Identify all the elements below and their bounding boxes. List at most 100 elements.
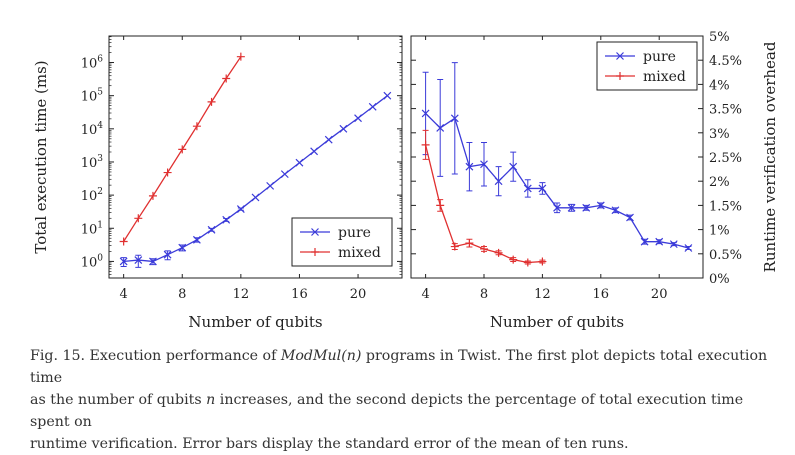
plot1-point-pure	[383, 91, 392, 100]
plot2-point-pure	[480, 160, 488, 169]
plot1-point-mixed	[236, 52, 245, 61]
plot1-point-mixed	[178, 145, 187, 154]
plot2-point-pure	[582, 203, 591, 212]
plot2-point-mixed	[494, 248, 503, 257]
plot1-point-pure	[236, 205, 245, 213]
plot2-point-pure	[626, 213, 634, 222]
plot2-point-mixed	[465, 239, 474, 248]
caption-rest1: programs in Twist. The first plot depict…	[30, 348, 768, 386]
legend-marker-pure	[616, 52, 624, 60]
plot2-point-pure	[538, 184, 547, 193]
plot1-series-mixed	[119, 52, 245, 246]
plot1-point-pure	[207, 225, 216, 234]
plot2-point-pure	[611, 206, 620, 215]
caption-line3: runtime verification. Error bars display…	[30, 436, 629, 452]
legend-box	[596, 41, 698, 91]
plot2-ytick-label-7: 3.5%	[709, 103, 742, 118]
plot1-ylabel: Total execution time (ms)	[32, 60, 50, 253]
plot1-point-pure	[178, 243, 187, 252]
plot2-point-pure	[640, 237, 649, 246]
plot1-point-pure	[339, 124, 348, 133]
plot1-point-pure	[310, 147, 319, 156]
plot1-errbar-pure	[135, 254, 142, 268]
plot1-point-mixed	[192, 122, 201, 131]
plot1-series-pure	[119, 91, 392, 268]
plot2-point-pure	[523, 184, 532, 193]
plot2-ytick-label-4: 2%	[709, 175, 730, 190]
plot1-point-pure	[222, 215, 231, 224]
plot1-point-mixed	[148, 191, 157, 200]
plot2-point-pure	[450, 114, 459, 123]
plot2-ytick-label-10: 5%	[709, 30, 730, 45]
plot1-xtick-label-12: 12	[233, 287, 250, 302]
caption-var-n: n	[206, 392, 216, 408]
plot1-xtick-label-16: 16	[291, 287, 308, 302]
plot2-point-pure	[421, 109, 430, 118]
caption-line2b: increases, and the second depicts the pe…	[30, 392, 744, 430]
plot1-point-mixed	[119, 237, 128, 246]
plot2-point-pure	[684, 244, 693, 252]
plot1-ytick-label-5: 105	[81, 88, 104, 105]
plot2-series-pure	[421, 62, 693, 252]
legend-label-pure: pure	[643, 49, 676, 65]
plot2-point-pure	[669, 240, 678, 249]
caption-emph: ModMul(n)	[280, 348, 362, 364]
caption-line2: as the number of qubits	[30, 392, 207, 408]
plot2-point-pure	[509, 162, 518, 171]
plot1-xlabel: Number of qubits	[188, 313, 322, 331]
plot1-point-pure	[149, 257, 157, 266]
plot2-ytick-label-1: 0.5%	[709, 248, 742, 263]
plot1-ytick-label-4: 104	[81, 121, 104, 138]
plot1-point-pure	[266, 181, 275, 190]
legend-label-mixed: mixed	[643, 69, 686, 85]
plot1-point-pure	[163, 250, 172, 259]
plot1-point-pure	[354, 114, 362, 123]
plot1-point-pure	[280, 170, 289, 179]
plot2-line-pure	[425, 112, 689, 249]
plot-total-execution-time: 4 8 12 16 20 100 101 102 103 104 105 106 Number of q…	[32, 35, 403, 331]
plot2-ytick-label-0: 0%	[709, 272, 730, 287]
plot2-xtick-label-12: 12	[534, 287, 551, 302]
plot2-point-pure	[553, 203, 561, 212]
plot2-ylabel: Runtime verification overhead	[761, 41, 779, 272]
legend-box	[291, 217, 393, 267]
caption-prefix: Fig. 15. Execution performance of	[30, 348, 281, 364]
plot1-point-mixed	[222, 74, 231, 83]
plot1-point-mixed	[163, 168, 172, 177]
legend-label-pure: pure	[338, 225, 371, 241]
plot1-point-mixed	[207, 97, 216, 106]
plot2-ytick-label-2: 1%	[709, 224, 730, 239]
plot2-xtick-label-20: 20	[651, 287, 668, 302]
plot2-ytick-label-6: 3%	[709, 127, 730, 142]
plot2-ytick-label-8: 4%	[709, 78, 730, 93]
plot2-xtick-label-8: 8	[480, 287, 488, 302]
plot1-point-mixed	[134, 214, 143, 223]
plot1-ytick-label-6: 106	[81, 55, 104, 72]
plot2-point-mixed	[538, 257, 547, 266]
plot2-point-mixed	[509, 255, 518, 264]
plot1-frame	[108, 35, 403, 279]
plot2-point-pure	[655, 237, 664, 246]
plot2-point-pure	[436, 124, 445, 132]
plot2-point-mixed	[450, 242, 459, 251]
plot1-point-pure	[368, 102, 377, 111]
plot2-point-mixed	[480, 244, 488, 253]
plot1-point-pure	[192, 235, 201, 244]
plot2-point-pure	[596, 201, 605, 210]
plot2-ytick-label-9: 4.5%	[709, 54, 742, 69]
plot2-point-pure	[465, 162, 474, 171]
plot2-point-mixed	[421, 140, 430, 149]
plot1-ytick-label-1: 101	[81, 220, 103, 237]
plot1-legend: pure mixed	[291, 217, 393, 267]
plot2-point-pure	[494, 177, 503, 186]
plot1-point-pure	[134, 256, 143, 264]
plot2-xlabel: Number of qubits	[490, 313, 624, 331]
plot2-point-pure	[567, 203, 576, 212]
legend-marker-mixed	[311, 248, 319, 256]
plot1-xtick-label-8: 8	[178, 287, 186, 302]
plot2-point-mixed	[436, 201, 445, 210]
plot1-ytick-label-3: 103	[81, 154, 104, 171]
plot1-point-pure	[119, 257, 128, 266]
legend-label-mixed: mixed	[338, 245, 381, 261]
plot1-point-pure	[324, 135, 333, 144]
